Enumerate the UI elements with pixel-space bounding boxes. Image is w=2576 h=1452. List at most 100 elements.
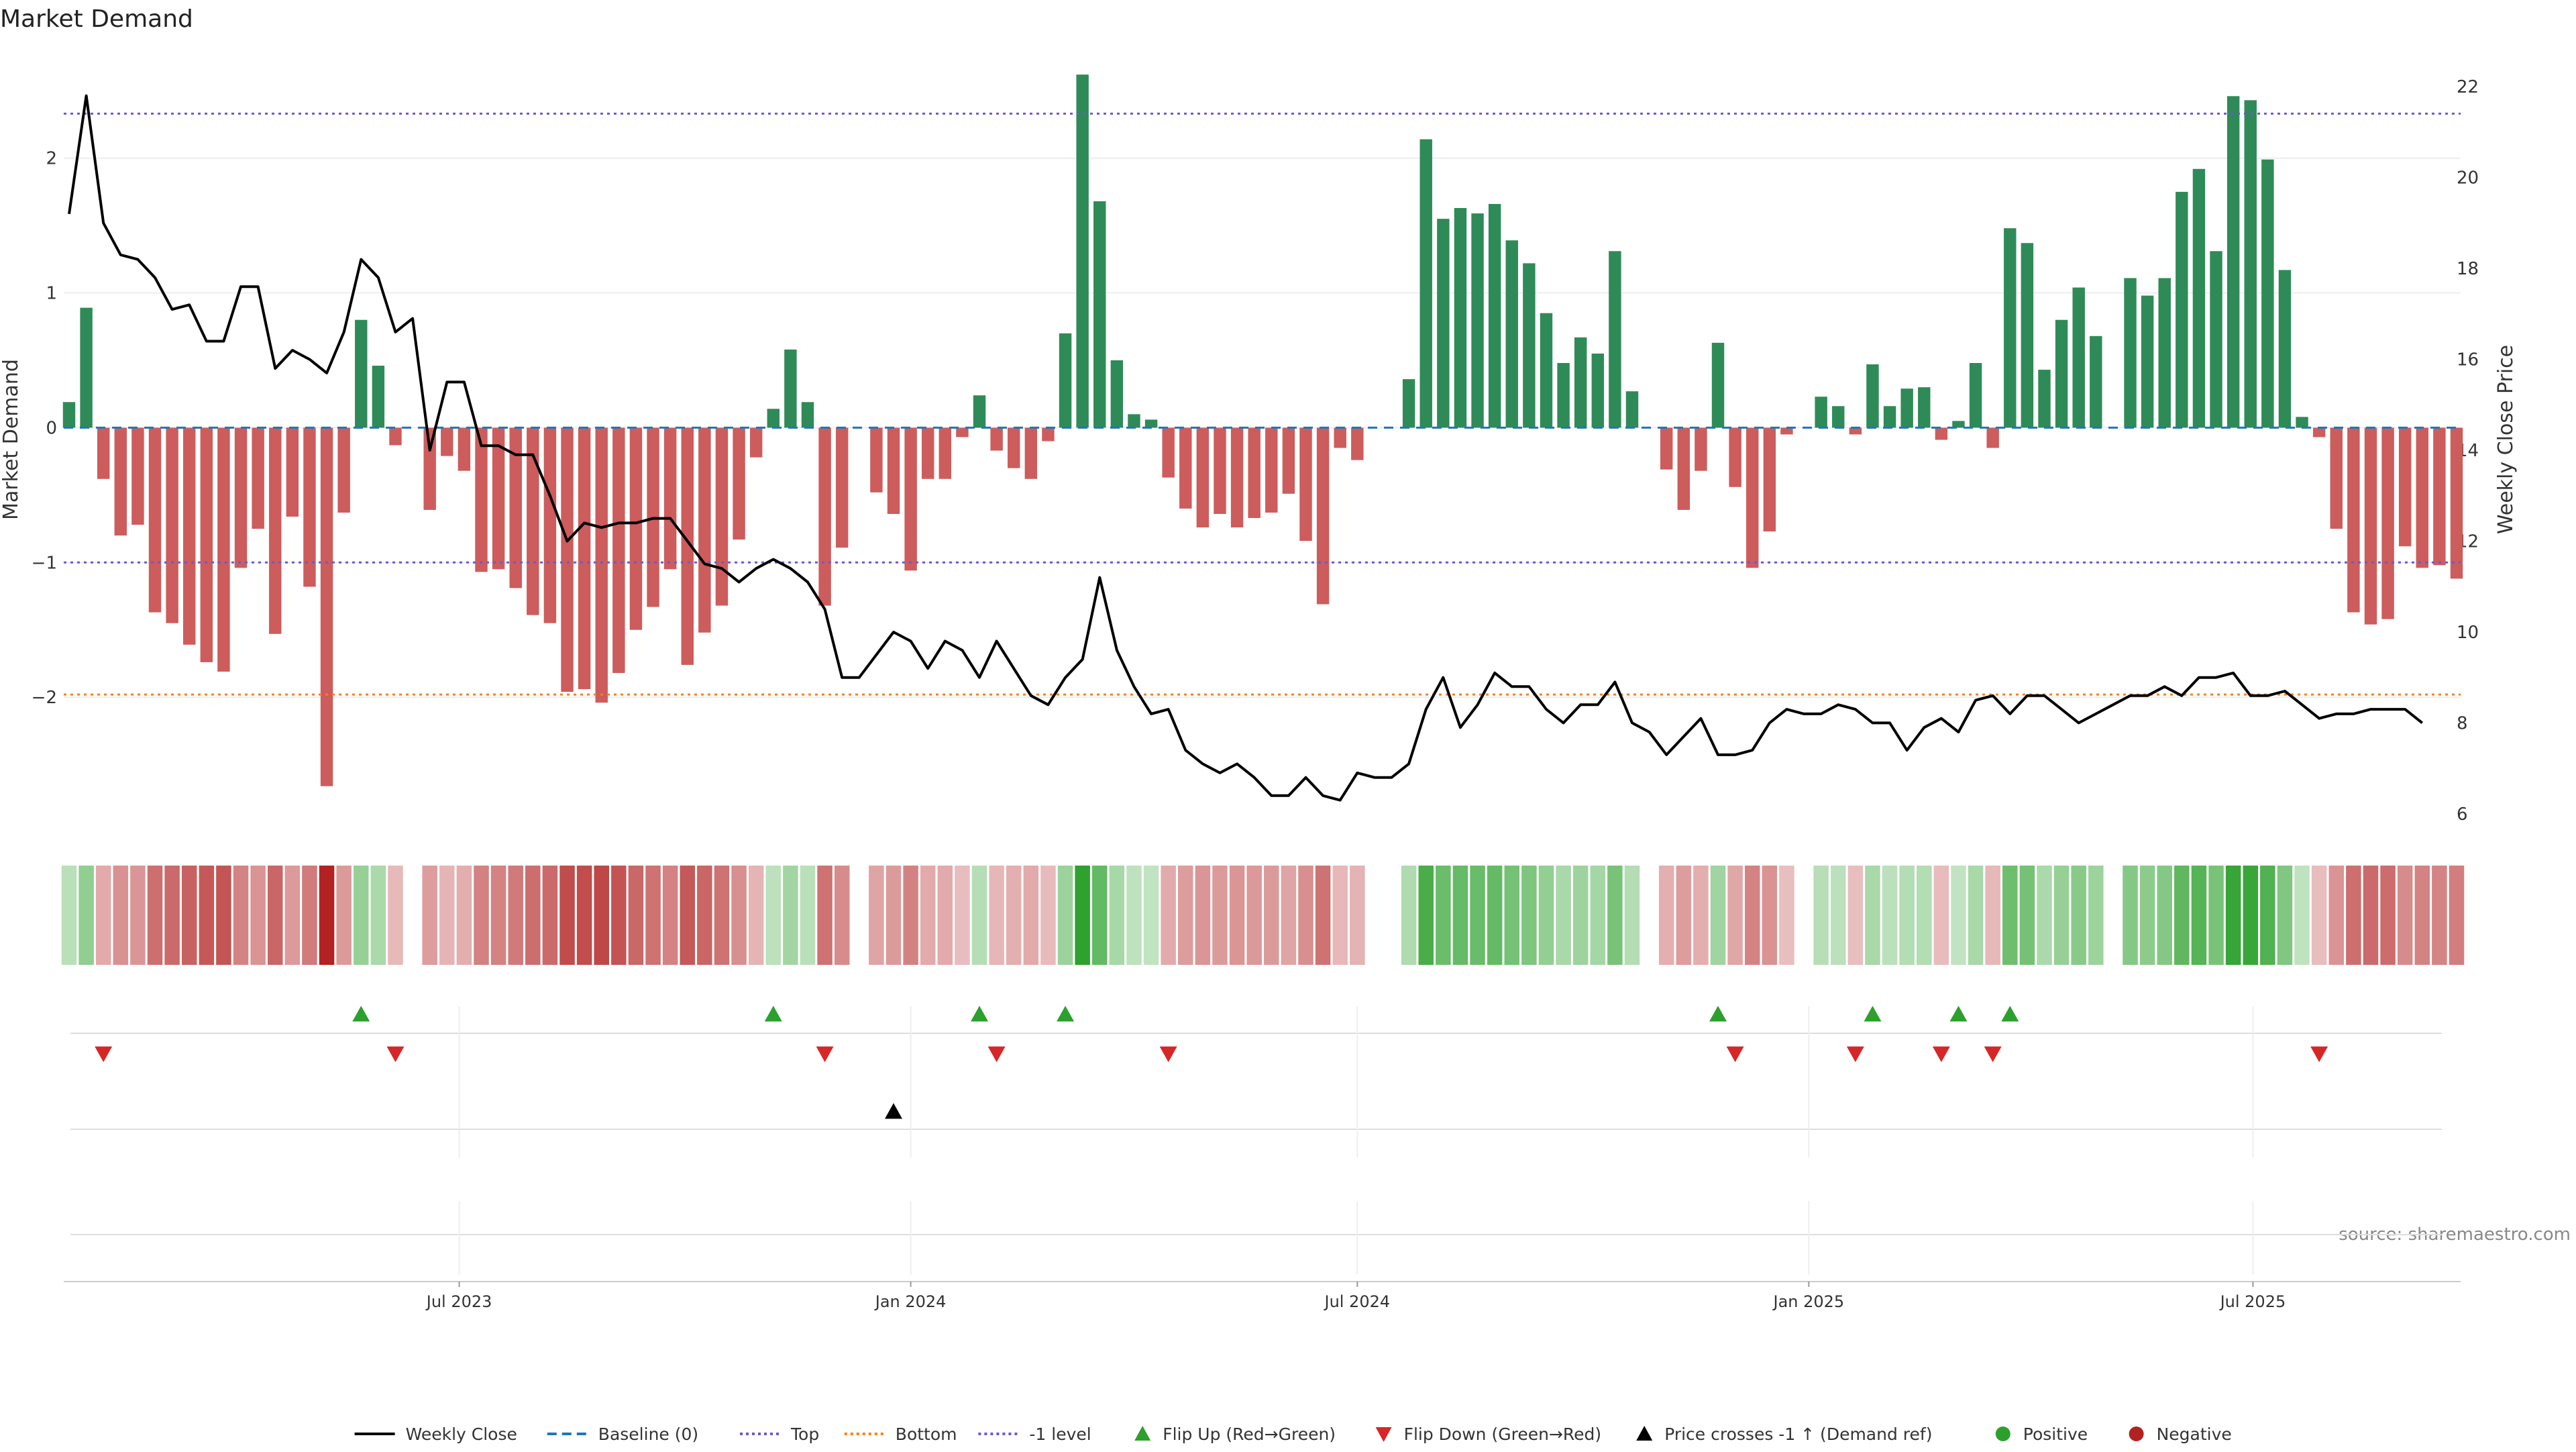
y2-tick-label: 10 — [2457, 623, 2479, 643]
heat-strip-cell — [1315, 866, 1331, 965]
heat-strip-cell — [1624, 866, 1640, 965]
demand-bar — [1042, 427, 1055, 442]
flip-down-marker — [816, 1046, 834, 1062]
demand-bar — [1196, 427, 1210, 528]
price-cross-marker — [885, 1103, 903, 1119]
demand-bar — [2158, 278, 2171, 428]
heat-strip-cell — [2002, 866, 2018, 965]
heat-strip-cell — [542, 866, 558, 965]
heat-strip-cell — [1109, 866, 1125, 965]
demand-bar — [681, 427, 694, 665]
heat-strip-cell — [1676, 866, 1692, 965]
demand-bar — [1935, 427, 1948, 440]
demand-bar — [1316, 427, 1330, 605]
heat-strip-cell — [2174, 866, 2190, 965]
demand-bar — [663, 427, 677, 570]
demand-bar — [1334, 427, 1346, 448]
demand-bar — [2398, 427, 2412, 547]
heat-strip-cell — [1882, 866, 1898, 965]
demand-bar — [2312, 427, 2326, 437]
heat-strip-cell — [216, 866, 231, 965]
demand-bar — [372, 366, 385, 428]
heat-strip-cell — [1023, 866, 1039, 965]
y2-tick-label: 16 — [2457, 350, 2479, 370]
demand-bar — [1574, 337, 1587, 428]
flip-down-marker — [2310, 1046, 2328, 1062]
heat-strip-cell — [490, 866, 506, 965]
heat-strip-cell — [2123, 866, 2138, 965]
flip-down-marker — [1159, 1046, 1177, 1062]
heat-strip-cell — [731, 866, 747, 965]
heat-strip-cell — [765, 866, 782, 965]
demand-bar — [320, 427, 333, 786]
legend-label: Positive — [2023, 1424, 2088, 1444]
heat-strip-cell — [869, 866, 884, 965]
heat-strip-cell — [2432, 866, 2447, 965]
heat-strip-cell — [1350, 866, 1365, 965]
demand-bar — [1746, 427, 1759, 568]
legend-item: Bottom — [844, 1424, 957, 1444]
demand-bar — [2192, 168, 2206, 428]
heat-strip-cell — [714, 866, 730, 965]
legend-label: Top — [790, 1424, 819, 1444]
demand-bar — [1471, 213, 1484, 428]
heat-strip-cell — [181, 866, 197, 965]
demand-bar — [784, 349, 797, 428]
heat-strip-cell — [1418, 866, 1434, 965]
heat-strip-cell — [2277, 866, 2293, 965]
heat-strip-cell — [1161, 866, 1176, 965]
heat-strip-cell — [2311, 866, 2327, 965]
legend-label: Flip Up (Red→Green) — [1163, 1424, 1336, 1444]
demand-bar — [114, 427, 127, 536]
legend-label: Weekly Close — [406, 1424, 517, 1444]
demand-bar — [286, 427, 299, 517]
y2-tick-label: 22 — [2457, 77, 2479, 97]
heat-strip-cell — [508, 866, 523, 965]
demand-bar — [1299, 427, 1312, 541]
y2-tick-label: 18 — [2457, 259, 2479, 279]
heat-strip-cell — [1178, 866, 1193, 965]
demand-bar — [62, 402, 76, 428]
flip-up-marker — [1057, 1006, 1075, 1022]
legend-swatch — [1636, 1426, 1653, 1441]
heat-strip-cell — [336, 866, 352, 965]
demand-bar — [818, 427, 831, 606]
heat-strip-cell — [2380, 866, 2396, 965]
x-tick-label: Jul 2024 — [1323, 1292, 1390, 1311]
heat-strip-cell — [2225, 866, 2241, 965]
demand-bar — [1505, 240, 1518, 428]
heat-strip-cell — [1813, 866, 1829, 965]
demand-bar — [2416, 427, 2429, 568]
heat-strip-cell — [1264, 866, 1279, 965]
legend-swatch — [2129, 1427, 2144, 1441]
heat-strip-cell — [1744, 866, 1760, 965]
demand-bar — [1591, 353, 1605, 428]
heat-strip-cell — [2294, 866, 2310, 965]
legend-item: Price crosses -1 ↑ (Demand ref) — [1636, 1424, 1932, 1444]
heat-strip-cell — [748, 866, 764, 965]
demand-bar — [2433, 427, 2446, 566]
heat-strip-cell — [903, 866, 918, 965]
demand-bar — [1402, 379, 1415, 428]
demand-bar — [715, 427, 729, 606]
heat-strip-cell — [95, 866, 111, 965]
flip-down-marker — [1846, 1046, 1864, 1062]
heat-strip-cell — [1607, 866, 1623, 965]
demand-bar — [2141, 295, 2154, 428]
heat-strip-cell — [1590, 866, 1606, 965]
demand-bar — [938, 427, 952, 479]
demand-bar — [1488, 203, 1501, 428]
heat-strip-cell — [1091, 866, 1108, 965]
demand-bar — [1128, 414, 1140, 428]
heat-strip-cell — [611, 866, 627, 965]
demand-bar — [2261, 159, 2274, 428]
demand-bar — [1969, 363, 1982, 428]
y-tick-label: −1 — [32, 553, 57, 573]
demand-bar — [767, 409, 780, 428]
y2-axis-title: Weekly Close Price — [2494, 345, 2518, 534]
heat-strip-cell — [1040, 866, 1056, 965]
legend-item: Negative — [2129, 1424, 2232, 1444]
heat-strip-cell — [1436, 866, 1451, 965]
demand-bar — [1351, 427, 1364, 460]
